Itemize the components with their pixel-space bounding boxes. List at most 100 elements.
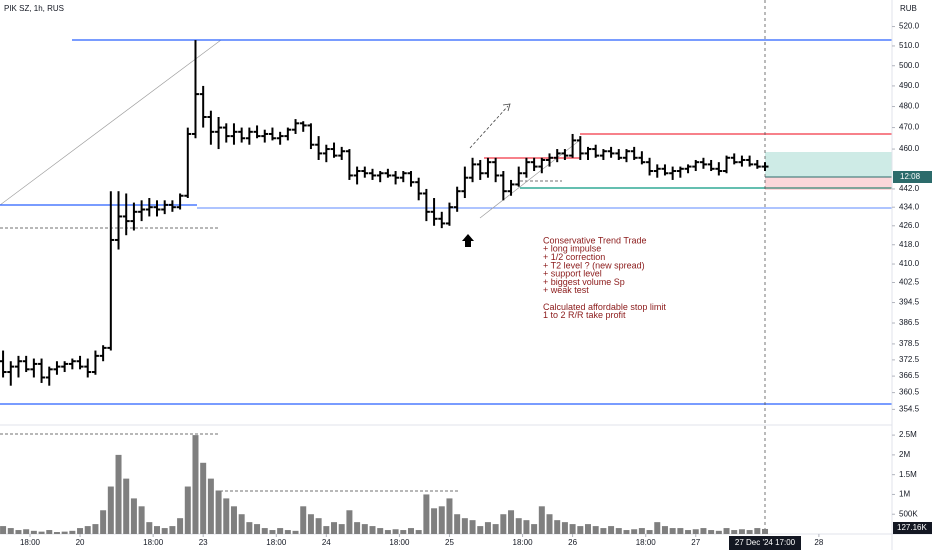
volume-bar [123,478,130,534]
volume-bar [377,528,384,534]
x-tick-label: 18:00 [143,538,164,547]
x-tick-label: 18:00 [513,538,534,547]
volume-tick-label: 2.5M [899,430,917,439]
volume-bar [708,530,715,534]
volume-bar [169,526,176,534]
volume-bar [523,520,530,534]
volume-bar [654,522,661,534]
volume-bar [300,506,307,534]
volume-bar [69,530,76,534]
volume-bar [138,506,145,534]
volume-bar [608,526,615,534]
volume-bar [531,524,538,534]
volume-bar [623,530,630,534]
cursor-time-box [729,536,801,550]
x-tick-label: 18:00 [266,538,287,547]
volume-bar [361,524,368,534]
volume-bar [53,532,60,534]
volume-bar [177,518,184,534]
projection-arrow [469,105,509,149]
volume-bar [0,526,7,534]
volume-bar [577,526,584,534]
trend-line [0,39,222,206]
volume-bar [400,530,407,534]
volume-bar [323,526,330,534]
x-tick-label: 18:00 [636,538,657,547]
volume-bar [592,526,599,534]
volume-bar [484,522,491,534]
volume-bar [407,528,414,534]
y-tick-label: 366.5 [899,371,920,380]
volume-bar [461,518,468,534]
chart-title: PIK SZ, 1h, RUS [4,4,64,13]
volume-bar [207,478,214,534]
volume-bar [469,520,476,534]
x-tick-label: 26 [568,538,577,547]
volume-bar [184,486,191,534]
volume-tag: 127.16K [897,523,927,532]
volume-bar [746,530,753,534]
volume-bar [146,522,153,534]
volume-bar [646,530,653,534]
volume-bar [354,522,361,534]
volume-bar [677,528,684,534]
volume-tag-box [893,522,932,534]
y-tick-label: 520.0 [899,22,920,31]
annotation-line: Conservative Trend Trade [543,235,647,245]
volume-bar [238,514,245,534]
x-tick-label: 23 [199,538,208,547]
y-tick-label: 378.5 [899,339,920,348]
volume-bar [215,490,222,534]
volume-bar [100,510,107,534]
annotation-line: + T2 level ? (new spread) [543,260,645,270]
volume-bar [269,530,276,534]
volume-bar [554,520,561,534]
volume-bar [315,518,322,534]
volume-bar [423,494,430,534]
volume-tick-label: 1M [899,490,910,499]
y-tick-label: 360.5 [899,388,920,397]
volume-bar [538,506,545,534]
volume-bar [277,528,284,534]
volume-bar [438,506,445,534]
y-tick-label: 460.0 [899,144,920,153]
volume-bar [615,528,622,534]
y-tick-label: 470.0 [899,123,920,132]
x-tick-label: 27 [691,538,700,547]
x-tick-label: 20 [76,538,85,547]
annotation-line: 1 to 2 R/R take profit [543,310,626,320]
volume-tick-label: 1.5M [899,470,917,479]
volume-bar [631,529,638,534]
volume-bar [107,486,114,534]
x-tick-label: 24 [322,538,331,547]
volume-bar [331,522,338,534]
currency: RUB [900,4,917,13]
volume-bar [515,518,522,534]
volume-bar [15,530,22,534]
volume-bar [7,528,14,534]
volume-bar [584,524,591,534]
volume-bar [692,529,699,534]
volume-bar [508,510,515,534]
volume-bar [307,514,314,534]
volume-bar [223,498,230,534]
volume-bar [454,514,461,534]
volume-bar [30,530,37,534]
volume-bar [685,530,692,534]
volume-bar [246,522,253,534]
volume-bar [731,530,738,534]
volume-bar [192,435,199,534]
volume-bar [115,454,122,534]
y-tick-label: 410.0 [899,259,920,268]
arrow-head [502,103,511,112]
volume-bar [23,529,30,534]
volume-bar [415,530,422,534]
volume-bar [431,508,438,534]
stop-zone [765,177,892,190]
y-tick-label: 418.0 [899,240,920,249]
volume-bar [230,506,237,534]
volume-bar [77,528,84,534]
volume-bar [84,526,91,534]
volume-bar [446,498,453,534]
